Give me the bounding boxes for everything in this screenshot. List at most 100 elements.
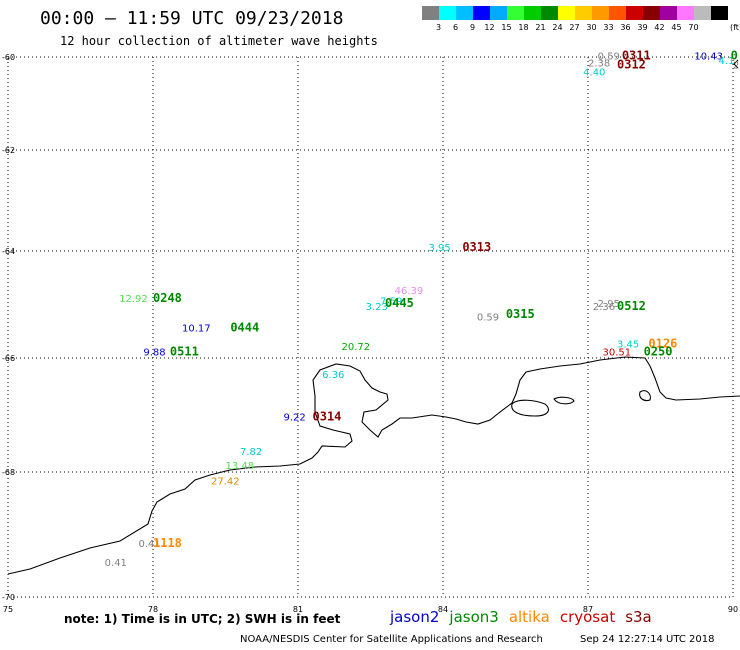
color-swatch — [558, 6, 575, 20]
wave-height-value: 0.59 — [477, 313, 499, 324]
color-scale-tick: 39 — [637, 23, 648, 32]
lon-tick-label: 87 — [583, 605, 593, 614]
color-scale-tick: 21 — [535, 23, 546, 32]
color-swatch — [643, 6, 660, 20]
wave-height-value: 2.36 — [593, 302, 615, 313]
color-scale-tick: 33 — [603, 23, 614, 32]
map-title: 00:00 – 11:59 UTC 09/23/2018 — [40, 8, 344, 29]
wave-height-value: 3.95 — [429, 243, 451, 254]
color-swatch — [609, 6, 626, 20]
pass-time-label: 0248 — [153, 291, 182, 305]
pass-time-label: 0512 — [617, 299, 646, 313]
color-swatch — [490, 6, 507, 20]
pass-time-label: 0314 — [313, 410, 342, 424]
grid-lines — [7, 56, 734, 598]
pass-time-label: 0126 — [648, 336, 677, 350]
lon-tick-label: 90 — [728, 605, 738, 614]
generation-timestamp: Sep 24 12:27:14 UTC 2018 — [580, 634, 715, 645]
wave-height-value: 2.38 — [588, 58, 610, 69]
legend-jason3: jason3 — [449, 608, 499, 626]
lon-tick-label: 84 — [438, 605, 448, 614]
map-frame — [7, 56, 734, 598]
pass-time-label: 0312 — [617, 58, 646, 72]
coast-island-2 — [553, 396, 575, 405]
wave-height-value: 27.42 — [211, 477, 240, 488]
credit-line: NOAA/NESDIS Center for Satellite Applica… — [240, 634, 543, 645]
color-scale-tick: 45 — [671, 23, 682, 32]
wave-height-value: 3.23 — [366, 302, 388, 313]
wave-height-value: 20.72 — [342, 342, 371, 353]
pass-time-label: 0511 — [170, 344, 199, 358]
wave-height-value: 0.59 — [598, 51, 620, 62]
pass-time-label: 0 — [731, 48, 738, 62]
color-scale-tick: 12 — [484, 23, 495, 32]
wave-height-value: 4.1 — [719, 56, 735, 67]
color-swatch — [524, 6, 541, 20]
legend-s3a: s3a — [625, 608, 652, 626]
wave-height-value: 13.48 — [226, 461, 255, 472]
color-scale-tick: 42 — [654, 23, 665, 32]
wave-height-observations: 0.592.384.4010.434.123.9546.397.593.230.… — [105, 51, 740, 568]
wave-height-value: 9.22 — [284, 413, 306, 424]
wave-height-value: 2.95 — [598, 299, 620, 310]
lat-tick-label: -60 — [2, 53, 15, 62]
wave-height-value: 9.88 — [143, 347, 165, 358]
wave-height-value: 46.39 — [395, 286, 424, 297]
coast-island-3 — [639, 390, 651, 402]
units-note: note: 1) Time is in UTC; 2) SWH is in fe… — [64, 612, 341, 626]
wave-height-value: 10.43 — [694, 51, 723, 62]
wave-height-value: 3.45 — [617, 339, 639, 350]
color-scale-tick: 70 — [688, 23, 699, 32]
color-scale-tick: 3 — [435, 23, 442, 32]
coast-island-4 — [733, 59, 739, 69]
lat-tick-label: -62 — [2, 146, 15, 155]
lat-tick-label: -64 — [2, 247, 15, 256]
pass-time-label: 0315 — [506, 307, 535, 321]
coastline — [7, 356, 740, 575]
color-scale-tick: 36 — [620, 23, 631, 32]
wave-height-value: 0.41 — [139, 539, 161, 550]
color-scale-tick: 18 — [518, 23, 529, 32]
color-scale-tick: 9 — [469, 23, 476, 32]
pass-time-label: 0313 — [462, 240, 491, 254]
map-subtitle: 12 hour collection of altimeter wave hei… — [60, 34, 378, 48]
lon-tick-label: 75 — [3, 605, 13, 614]
color-swatch — [439, 6, 456, 20]
lat-tick-label: -68 — [2, 468, 15, 477]
wave-height-value: 4.40 — [583, 68, 605, 79]
color-scale-tick: 6 — [452, 23, 459, 32]
lat-tick-label: -66 — [2, 354, 15, 363]
pass-time-label: 0250 — [644, 344, 673, 358]
lon-tick-label: 81 — [293, 605, 303, 614]
color-swatch — [507, 6, 524, 20]
color-swatch — [456, 6, 473, 20]
color-scale-unit: (ft) — [730, 23, 740, 32]
color-swatch — [711, 6, 728, 20]
color-scale-tick: 27 — [569, 23, 580, 32]
wave-height-value: 6.36 — [322, 370, 344, 381]
color-swatch — [694, 6, 711, 20]
color-scale-tick: 24 — [552, 23, 563, 32]
color-swatch — [541, 6, 558, 20]
color-swatch — [422, 6, 439, 20]
wave-height-value: 30.51 — [603, 347, 632, 358]
wave-height-value: 10.17 — [182, 323, 211, 334]
wave-height-value: 7.59 — [380, 297, 402, 308]
color-swatch — [660, 6, 677, 20]
color-swatch — [473, 6, 490, 20]
color-swatch — [677, 6, 694, 20]
pass-time-label: 0445 — [385, 296, 414, 310]
legend-jason2: jason2 — [390, 608, 440, 626]
pass-time-label: 0311 — [622, 48, 651, 62]
coast-island-1 — [511, 399, 549, 417]
lat-tick-label: -70 — [2, 593, 15, 602]
satellite-legend: jason2 jason3 altika cryosat s3a — [390, 608, 662, 626]
pass-time-label: 0444 — [230, 320, 259, 334]
legend-cryosat: cryosat — [559, 608, 616, 626]
color-scale-tick: 15 — [501, 23, 512, 32]
color-swatch — [592, 6, 609, 20]
wave-height-value: 12.92 — [119, 294, 148, 305]
wave-height-value: 2 — [733, 61, 739, 72]
